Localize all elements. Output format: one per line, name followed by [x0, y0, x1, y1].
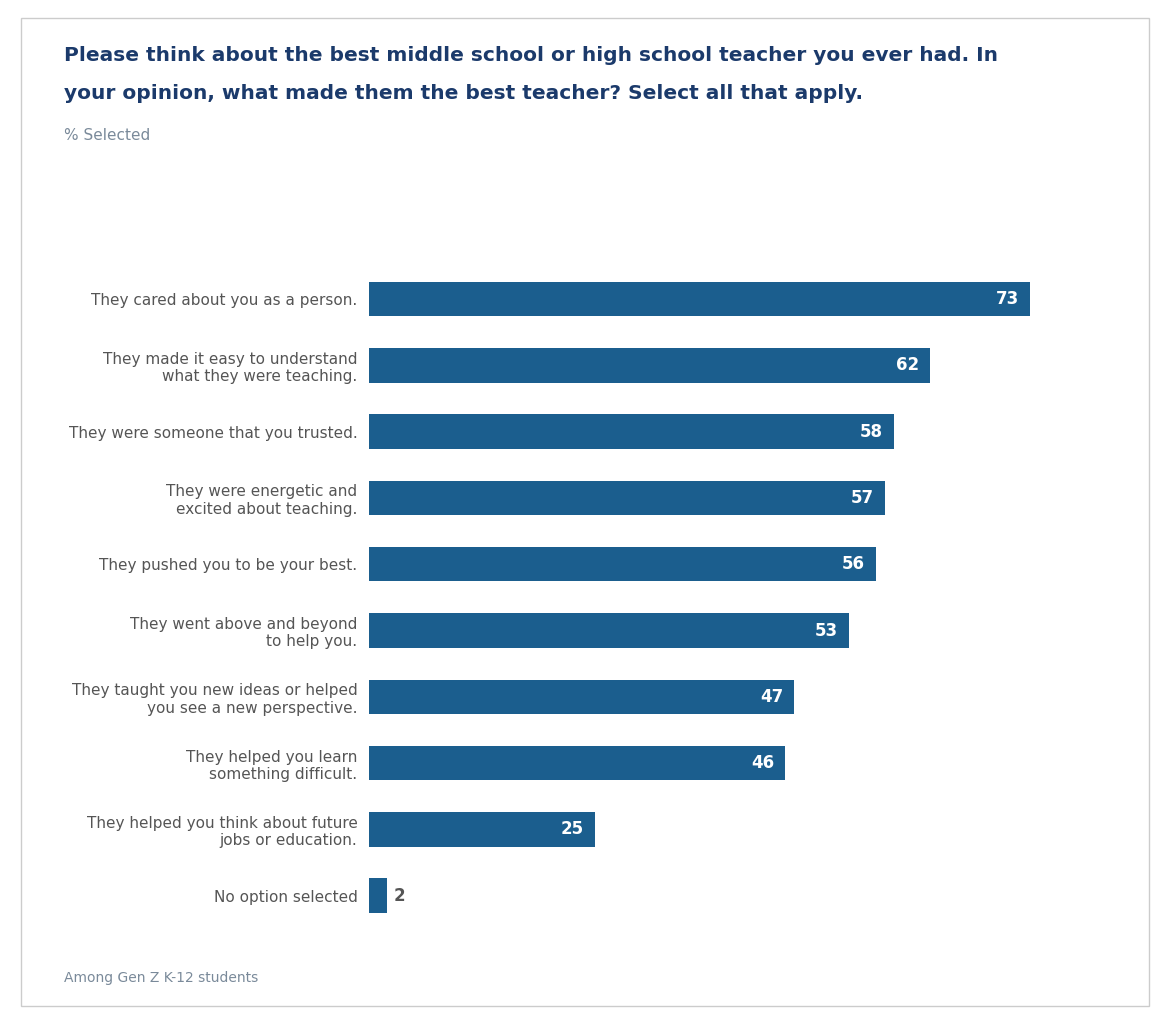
Text: 2: 2 — [394, 887, 406, 904]
Bar — [369, 415, 894, 449]
Text: 47: 47 — [760, 688, 784, 706]
Text: 56: 56 — [842, 555, 865, 573]
Text: your opinion, what made them the best teacher? Select all that apply.: your opinion, what made them the best te… — [64, 84, 863, 103]
Text: Please think about the best middle school or high school teacher you ever had. I: Please think about the best middle schoo… — [64, 46, 998, 66]
Bar — [369, 547, 876, 582]
Bar — [369, 480, 885, 515]
Text: Among Gen Z K-12 students: Among Gen Z K-12 students — [64, 971, 259, 985]
Text: 25: 25 — [562, 820, 584, 839]
Bar — [369, 613, 848, 648]
Bar — [369, 745, 785, 780]
Bar — [369, 348, 930, 383]
Text: 46: 46 — [751, 754, 775, 772]
Text: 53: 53 — [814, 622, 838, 640]
Text: 73: 73 — [996, 290, 1019, 308]
Text: 57: 57 — [851, 488, 874, 507]
Bar — [369, 812, 596, 847]
Bar — [369, 282, 1030, 316]
Text: 58: 58 — [860, 423, 883, 440]
Bar — [369, 680, 794, 714]
Text: 62: 62 — [896, 356, 920, 375]
Text: % Selected: % Selected — [64, 128, 151, 143]
Bar — [369, 879, 386, 913]
